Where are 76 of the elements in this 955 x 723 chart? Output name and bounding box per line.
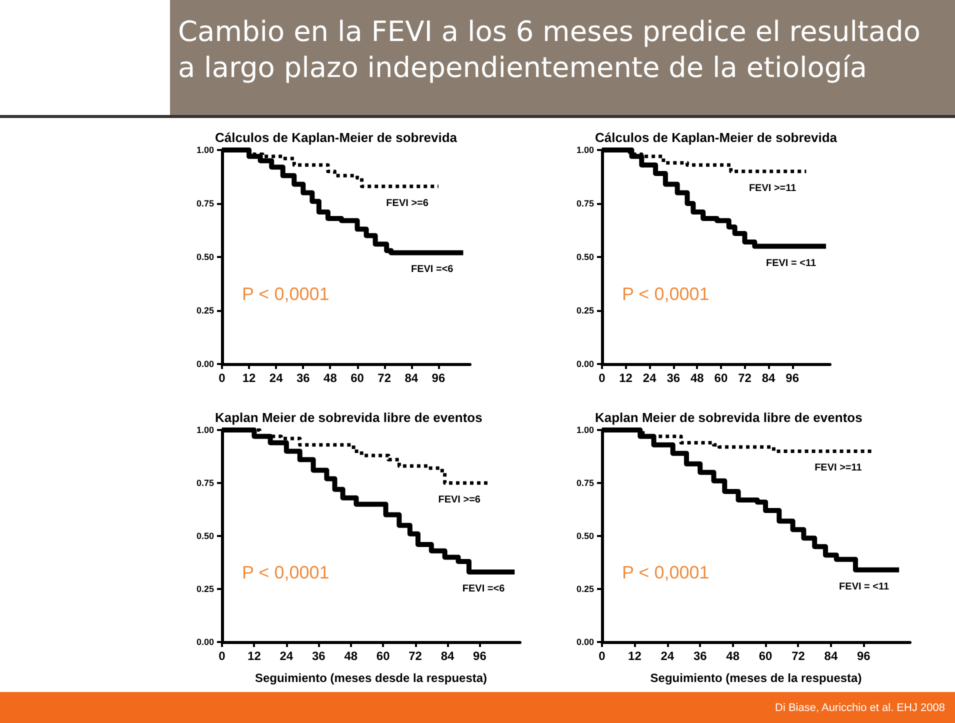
x-tick-label: 72 [738, 371, 752, 385]
y-tick-label: 0.75 [196, 478, 214, 488]
y-tick-label: 1.00 [196, 145, 214, 155]
series-label: FEVI = <11 [839, 581, 890, 592]
annotation: P < 0,0001 [622, 562, 710, 583]
series-label: FEVI >=6 [386, 198, 429, 209]
annotation: P < 0,0001 [242, 284, 330, 304]
y-tick-label: 1.00 [576, 425, 594, 435]
x-tick-label: 84 [824, 649, 838, 663]
x-tick-label: 24 [280, 649, 294, 663]
annotation: P < 0,0001 [242, 562, 330, 583]
y-tick-label: 0.75 [576, 478, 594, 488]
y-tick-label: 1.00 [196, 425, 214, 435]
x-tick-label: 96 [856, 649, 871, 663]
x-tick-label: 0 [598, 371, 606, 385]
x-tick-label: 48 [726, 649, 740, 663]
x-tick-label: 84 [404, 371, 418, 385]
text: Cambio en la FEVI a los 6 meses predice el resultado a largo plazo independientemente de la etiología [177, 14, 922, 86]
chart-title: Kaplan Meier de sobrevida libre de eventos [595, 410, 862, 425]
x-tick-label: 36 [296, 371, 310, 385]
y-tick-label: 0.50 [196, 252, 214, 262]
y-tick-label: 0.75 [576, 198, 594, 208]
x-tick-label: 0 [598, 649, 606, 663]
x-tick-label: 60 [350, 371, 364, 385]
x-tick-label: 96 [432, 371, 446, 385]
x-tick-label: 48 [690, 371, 704, 385]
series-label: FEVI >=11 [748, 182, 797, 194]
y-tick-label: 0.00 [196, 637, 214, 647]
x-tick-label: 84 [762, 371, 776, 385]
x-tick-label: 36 [693, 649, 708, 663]
y-tick-label: 0.00 [196, 359, 214, 369]
y-tick-label: 0.50 [576, 252, 594, 262]
x-tick-label: 12 [628, 649, 642, 663]
x-tick-label: 36 [312, 649, 326, 663]
x-axis-title: Seguimiento (meses desde la respuesta) [254, 671, 488, 685]
y-tick-label: 0.50 [576, 531, 594, 541]
y-tick-label: 0.50 [196, 531, 214, 541]
x-tick-label: 60 [376, 649, 390, 663]
y-tick-label: 0.75 [196, 198, 214, 208]
x-tick-label: 72 [378, 371, 392, 385]
x-tick-label: 96 [473, 649, 487, 663]
x-tick-label: 96 [786, 371, 800, 385]
x-tick-label: 0 [218, 649, 226, 663]
x-tick-label: 60 [758, 649, 773, 663]
x-axis-title: Seguimiento (meses de la respuesta) [650, 671, 862, 685]
x-tick-label: 24 [642, 371, 657, 385]
series-label: FEVI =<6 [410, 264, 454, 276]
x-tick-label: 24 [269, 371, 284, 385]
x-tick-label: 72 [792, 649, 806, 663]
annotation: P < 0,0001 [622, 284, 710, 304]
x-tick-label: 60 [714, 371, 728, 385]
y-tick-label: 0.00 [576, 359, 594, 369]
x-tick-label: 24 [660, 649, 674, 663]
series-label: FEVI >=11 [814, 462, 862, 474]
series-label: FEVI =<6 [462, 584, 506, 595]
series-label: FEVI >=6 [438, 494, 481, 506]
text: Di Biase, Auricchio et al. EHJ 2008 [775, 702, 946, 714]
series-label: FEVI = <11 [766, 258, 816, 269]
chart-title: Cálculos de Kaplan-Meier de sobrevida [215, 130, 458, 145]
x-tick-label: 84 [440, 649, 455, 663]
x-tick-label: 48 [324, 371, 338, 385]
y-tick-label: 1.00 [576, 145, 594, 155]
x-tick-label: 12 [619, 371, 633, 385]
y-tick-label: 0.25 [576, 584, 594, 594]
x-tick-label: 12 [242, 371, 256, 385]
y-tick-label: 0.25 [196, 584, 214, 594]
x-tick-label: 48 [344, 649, 358, 663]
y-tick-label: 0.00 [576, 637, 594, 647]
x-tick-label: 12 [248, 649, 262, 663]
x-tick-label: 72 [408, 649, 422, 663]
x-tick-label: 36 [666, 371, 680, 385]
chart-title: Cálculos de Kaplan-Meier de sobrevida [595, 130, 838, 145]
y-tick-label: 0.25 [196, 306, 214, 316]
chart-title: Kaplan Meier de sobrevida libre de eventos [215, 410, 482, 425]
y-tick-label: 0.25 [576, 306, 594, 316]
x-tick-label: 0 [218, 371, 226, 385]
